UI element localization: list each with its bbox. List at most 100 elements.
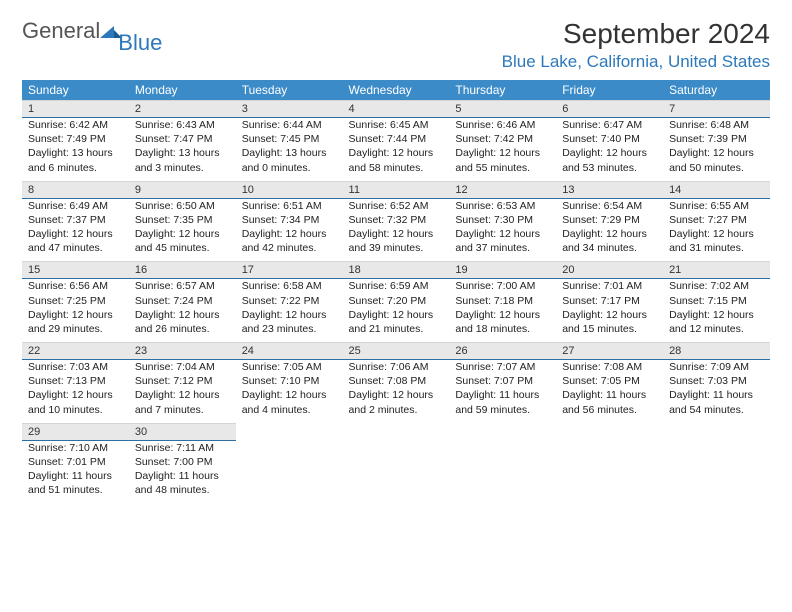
calendar-cell: 18Sunrise: 6:59 AMSunset: 7:20 PMDayligh… bbox=[343, 261, 450, 342]
sunset-text: Sunset: 7:25 PM bbox=[28, 294, 123, 308]
calendar-cell: 21Sunrise: 7:02 AMSunset: 7:15 PMDayligh… bbox=[663, 261, 770, 342]
sunrise-text: Sunrise: 7:08 AM bbox=[562, 360, 657, 374]
sunrise-text: Sunrise: 6:51 AM bbox=[242, 199, 337, 213]
calendar-cell: 10Sunrise: 6:51 AMSunset: 7:34 PMDayligh… bbox=[236, 181, 343, 262]
daylight-text: Daylight: 11 hours and 54 minutes. bbox=[669, 388, 764, 416]
day-details: Sunrise: 6:59 AMSunset: 7:20 PMDaylight:… bbox=[343, 279, 450, 342]
calendar-cell: 9Sunrise: 6:50 AMSunset: 7:35 PMDaylight… bbox=[129, 181, 236, 262]
page-title: September 2024 bbox=[502, 18, 770, 50]
sunrise-text: Sunrise: 7:06 AM bbox=[349, 360, 444, 374]
day-header: Monday bbox=[129, 80, 236, 100]
sunrise-text: Sunrise: 6:53 AM bbox=[455, 199, 550, 213]
daylight-text: Daylight: 12 hours and 37 minutes. bbox=[455, 227, 550, 255]
day-number: 1 bbox=[22, 100, 129, 118]
daylight-text: Daylight: 11 hours and 48 minutes. bbox=[135, 469, 230, 497]
day-details: Sunrise: 6:53 AMSunset: 7:30 PMDaylight:… bbox=[449, 199, 556, 262]
calendar-cell bbox=[663, 423, 770, 504]
daylight-text: Daylight: 12 hours and 2 minutes. bbox=[349, 388, 444, 416]
sunset-text: Sunset: 7:01 PM bbox=[28, 455, 123, 469]
daylight-text: Daylight: 12 hours and 58 minutes. bbox=[349, 146, 444, 174]
logo-text-blue: Blue bbox=[118, 30, 162, 56]
day-number: 3 bbox=[236, 100, 343, 118]
sunset-text: Sunset: 7:20 PM bbox=[349, 294, 444, 308]
calendar-header-row: SundayMondayTuesdayWednesdayThursdayFrid… bbox=[22, 80, 770, 100]
calendar-cell: 12Sunrise: 6:53 AMSunset: 7:30 PMDayligh… bbox=[449, 181, 556, 262]
sunrise-text: Sunrise: 6:56 AM bbox=[28, 279, 123, 293]
sunrise-text: Sunrise: 6:46 AM bbox=[455, 118, 550, 132]
title-block: September 2024 Blue Lake, California, Un… bbox=[502, 18, 770, 72]
daylight-text: Daylight: 12 hours and 7 minutes. bbox=[135, 388, 230, 416]
calendar-cell: 24Sunrise: 7:05 AMSunset: 7:10 PMDayligh… bbox=[236, 342, 343, 423]
sunset-text: Sunset: 7:32 PM bbox=[349, 213, 444, 227]
day-header: Friday bbox=[556, 80, 663, 100]
calendar-cell: 16Sunrise: 6:57 AMSunset: 7:24 PMDayligh… bbox=[129, 261, 236, 342]
sunset-text: Sunset: 7:10 PM bbox=[242, 374, 337, 388]
day-number: 25 bbox=[343, 342, 450, 360]
day-details: Sunrise: 7:01 AMSunset: 7:17 PMDaylight:… bbox=[556, 279, 663, 342]
daylight-text: Daylight: 12 hours and 31 minutes. bbox=[669, 227, 764, 255]
daylight-text: Daylight: 12 hours and 26 minutes. bbox=[135, 308, 230, 336]
sunrise-text: Sunrise: 7:03 AM bbox=[28, 360, 123, 374]
calendar-cell: 4Sunrise: 6:45 AMSunset: 7:44 PMDaylight… bbox=[343, 100, 450, 181]
calendar-cell: 20Sunrise: 7:01 AMSunset: 7:17 PMDayligh… bbox=[556, 261, 663, 342]
sunset-text: Sunset: 7:39 PM bbox=[669, 132, 764, 146]
calendar-cell: 7Sunrise: 6:48 AMSunset: 7:39 PMDaylight… bbox=[663, 100, 770, 181]
day-header: Thursday bbox=[449, 80, 556, 100]
sunrise-text: Sunrise: 6:57 AM bbox=[135, 279, 230, 293]
day-number: 26 bbox=[449, 342, 556, 360]
sunrise-text: Sunrise: 6:50 AM bbox=[135, 199, 230, 213]
daylight-text: Daylight: 12 hours and 4 minutes. bbox=[242, 388, 337, 416]
daylight-text: Daylight: 11 hours and 59 minutes. bbox=[455, 388, 550, 416]
header: General Blue September 2024 Blue Lake, C… bbox=[22, 18, 770, 72]
sunrise-text: Sunrise: 7:05 AM bbox=[242, 360, 337, 374]
day-number: 30 bbox=[129, 423, 236, 441]
day-details: Sunrise: 7:11 AMSunset: 7:00 PMDaylight:… bbox=[129, 441, 236, 504]
calendar-cell: 14Sunrise: 6:55 AMSunset: 7:27 PMDayligh… bbox=[663, 181, 770, 262]
calendar-week: 22Sunrise: 7:03 AMSunset: 7:13 PMDayligh… bbox=[22, 342, 770, 423]
sunset-text: Sunset: 7:27 PM bbox=[669, 213, 764, 227]
day-details: Sunrise: 7:05 AMSunset: 7:10 PMDaylight:… bbox=[236, 360, 343, 423]
day-details: Sunrise: 7:07 AMSunset: 7:07 PMDaylight:… bbox=[449, 360, 556, 423]
day-details: Sunrise: 6:57 AMSunset: 7:24 PMDaylight:… bbox=[129, 279, 236, 342]
day-details: Sunrise: 6:48 AMSunset: 7:39 PMDaylight:… bbox=[663, 118, 770, 181]
day-number: 2 bbox=[129, 100, 236, 118]
day-number: 7 bbox=[663, 100, 770, 118]
sunset-text: Sunset: 7:05 PM bbox=[562, 374, 657, 388]
day-header: Wednesday bbox=[343, 80, 450, 100]
sunset-text: Sunset: 7:44 PM bbox=[349, 132, 444, 146]
day-details: Sunrise: 7:08 AMSunset: 7:05 PMDaylight:… bbox=[556, 360, 663, 423]
sunrise-text: Sunrise: 7:07 AM bbox=[455, 360, 550, 374]
day-number: 20 bbox=[556, 261, 663, 279]
sunset-text: Sunset: 7:29 PM bbox=[562, 213, 657, 227]
calendar-cell: 13Sunrise: 6:54 AMSunset: 7:29 PMDayligh… bbox=[556, 181, 663, 262]
sunrise-text: Sunrise: 7:02 AM bbox=[669, 279, 764, 293]
day-number: 13 bbox=[556, 181, 663, 199]
daylight-text: Daylight: 13 hours and 6 minutes. bbox=[28, 146, 123, 174]
day-details: Sunrise: 6:46 AMSunset: 7:42 PMDaylight:… bbox=[449, 118, 556, 181]
daylight-text: Daylight: 13 hours and 3 minutes. bbox=[135, 146, 230, 174]
day-number: 21 bbox=[663, 261, 770, 279]
daylight-text: Daylight: 12 hours and 47 minutes. bbox=[28, 227, 123, 255]
daylight-text: Daylight: 12 hours and 12 minutes. bbox=[669, 308, 764, 336]
day-header: Tuesday bbox=[236, 80, 343, 100]
day-number: 10 bbox=[236, 181, 343, 199]
daylight-text: Daylight: 12 hours and 53 minutes. bbox=[562, 146, 657, 174]
day-number: 18 bbox=[343, 261, 450, 279]
day-number: 11 bbox=[343, 181, 450, 199]
calendar-cell: 2Sunrise: 6:43 AMSunset: 7:47 PMDaylight… bbox=[129, 100, 236, 181]
day-details: Sunrise: 6:55 AMSunset: 7:27 PMDaylight:… bbox=[663, 199, 770, 262]
sunset-text: Sunset: 7:37 PM bbox=[28, 213, 123, 227]
calendar-week: 8Sunrise: 6:49 AMSunset: 7:37 PMDaylight… bbox=[22, 181, 770, 262]
sunset-text: Sunset: 7:49 PM bbox=[28, 132, 123, 146]
sunset-text: Sunset: 7:13 PM bbox=[28, 374, 123, 388]
daylight-text: Daylight: 11 hours and 56 minutes. bbox=[562, 388, 657, 416]
sunset-text: Sunset: 7:24 PM bbox=[135, 294, 230, 308]
calendar-cell: 11Sunrise: 6:52 AMSunset: 7:32 PMDayligh… bbox=[343, 181, 450, 262]
daylight-text: Daylight: 12 hours and 39 minutes. bbox=[349, 227, 444, 255]
sunrise-text: Sunrise: 6:42 AM bbox=[28, 118, 123, 132]
sunset-text: Sunset: 7:15 PM bbox=[669, 294, 764, 308]
day-details: Sunrise: 6:44 AMSunset: 7:45 PMDaylight:… bbox=[236, 118, 343, 181]
day-details: Sunrise: 7:04 AMSunset: 7:12 PMDaylight:… bbox=[129, 360, 236, 423]
day-details: Sunrise: 6:58 AMSunset: 7:22 PMDaylight:… bbox=[236, 279, 343, 342]
daylight-text: Daylight: 12 hours and 45 minutes. bbox=[135, 227, 230, 255]
